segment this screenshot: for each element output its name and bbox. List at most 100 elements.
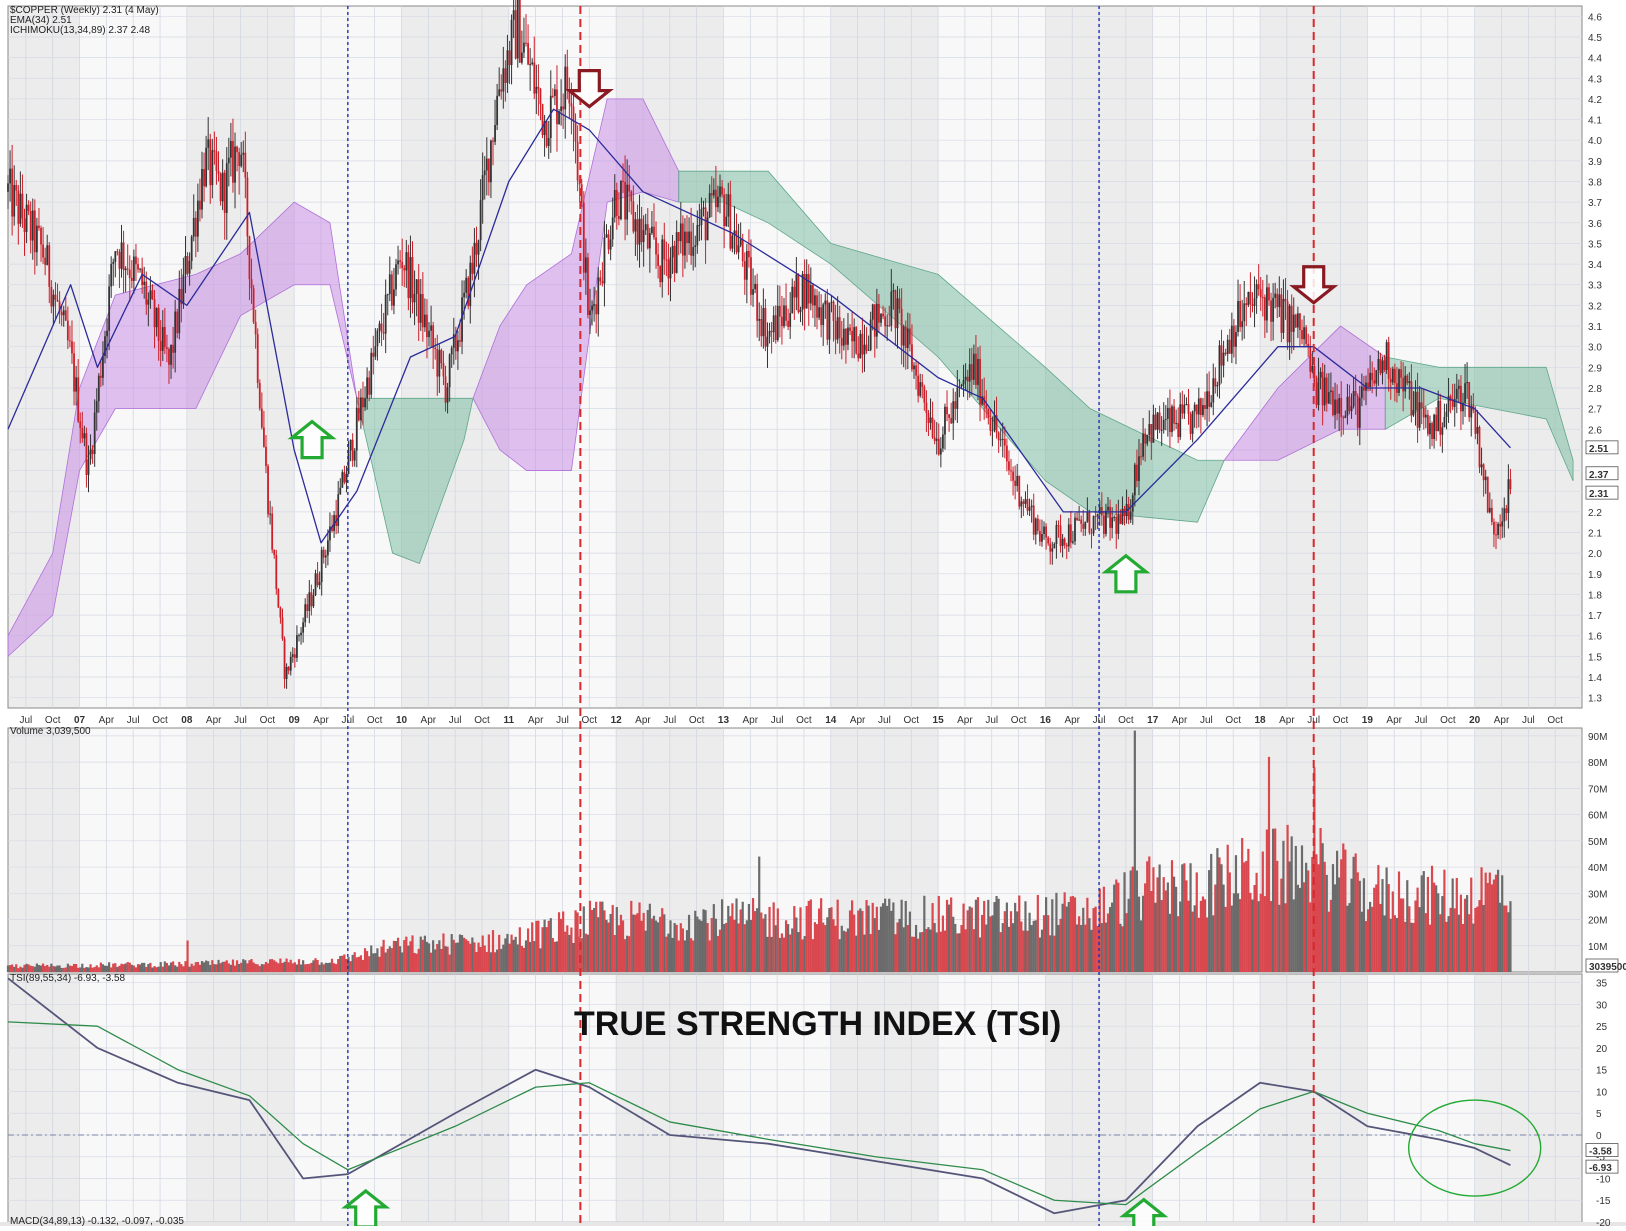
volume-bar [372, 953, 375, 972]
volume-bar [87, 967, 90, 972]
volume-bar [1020, 921, 1023, 972]
volume-bar [968, 906, 971, 972]
candle-body [1445, 411, 1448, 417]
candle-body [989, 418, 992, 431]
candle-body [1245, 303, 1248, 305]
candle-body [79, 421, 82, 428]
volume-bar [1168, 913, 1172, 972]
candle-body [1080, 519, 1083, 524]
volume-bar [789, 934, 792, 972]
candle-body [1169, 407, 1171, 433]
volume-bar [287, 962, 290, 972]
candle-body [615, 190, 618, 216]
volume-bar [316, 960, 319, 972]
volume-bar [1503, 905, 1506, 972]
volume-bar [871, 902, 874, 972]
volume-bar [989, 916, 992, 972]
volume-bar [840, 925, 843, 972]
volume-bar [1129, 870, 1132, 972]
candle-body [653, 226, 655, 238]
volume-bar [1243, 862, 1246, 972]
candle-body [62, 310, 65, 316]
volume-bar [1338, 877, 1341, 972]
volume-bar [211, 960, 214, 972]
volume-bar [665, 936, 668, 972]
volume-bar [219, 963, 222, 972]
candle-body [937, 438, 940, 455]
volume-bar [586, 934, 590, 972]
candle-body [1235, 332, 1237, 347]
candle-body [896, 298, 899, 329]
volume-bar [1247, 848, 1250, 972]
volume-bar [415, 953, 418, 972]
volume-bar [376, 948, 379, 972]
volume-bar [429, 952, 433, 972]
candle-body [785, 305, 787, 321]
volume-bar [1218, 857, 1221, 972]
volume-bar [1063, 892, 1066, 972]
candle-body [972, 353, 975, 380]
candle-body [748, 251, 750, 258]
candle-body [1164, 418, 1167, 420]
candle-body [999, 439, 1002, 441]
candle-body [686, 231, 688, 244]
candle-body [970, 364, 973, 380]
x-tick-label: Apr [1279, 715, 1295, 726]
price-y-tick-label: 4.6 [1588, 12, 1602, 23]
volume-bar [1302, 882, 1306, 972]
volume-bar [1137, 896, 1141, 972]
volume-bar [141, 962, 144, 972]
candle-body [609, 239, 612, 250]
candle-body [457, 340, 459, 352]
volume-bar [543, 919, 546, 972]
volume-bar [832, 919, 835, 972]
volume-bar [1358, 880, 1361, 972]
volume-bar [332, 963, 336, 972]
candle-body [430, 325, 432, 331]
candle-body [1480, 464, 1483, 468]
candle-body [688, 231, 690, 244]
volume-bar [1150, 891, 1153, 972]
volume-bar [1059, 918, 1062, 972]
candle-body [1199, 398, 1202, 416]
volume-bar [366, 951, 369, 972]
volume-bar [138, 964, 142, 972]
volume-bar [1261, 851, 1264, 972]
x-tick-label: Jul [1093, 715, 1106, 726]
candle-body [902, 326, 905, 346]
volume-bar [122, 964, 125, 972]
candle-body [1315, 382, 1318, 406]
candle-body [73, 353, 75, 392]
volume-bar [562, 911, 565, 972]
volume-bar [572, 942, 575, 972]
volume-bar [99, 962, 102, 972]
volume-bar [39, 965, 43, 972]
candle-body [1404, 375, 1407, 392]
volume-bar [778, 937, 781, 972]
candle-body [1375, 370, 1378, 384]
candle-body [296, 635, 298, 658]
volume-bar [661, 908, 664, 972]
candle-body [1358, 397, 1361, 428]
volume-bar [1156, 877, 1159, 972]
volume-bar [188, 966, 191, 972]
candle-body [112, 261, 115, 264]
volume-bar [902, 927, 905, 972]
volume-y-tick-label: 50M [1588, 837, 1607, 848]
volume-bar [456, 942, 460, 972]
candle-body [1208, 391, 1211, 407]
volume-bar [671, 937, 674, 972]
volume-bar [601, 901, 604, 972]
year-band [8, 728, 80, 972]
candle-body [213, 150, 216, 152]
candle-body [805, 274, 808, 309]
candle-body [1451, 400, 1454, 408]
volume-bar [1272, 828, 1275, 972]
candle-body [1424, 414, 1427, 418]
volume-bar [712, 904, 715, 972]
volume-bar [363, 948, 367, 972]
candle-body [906, 328, 909, 348]
candle-body [793, 286, 796, 298]
candle-body [380, 323, 383, 333]
volume-bar [1075, 924, 1079, 972]
